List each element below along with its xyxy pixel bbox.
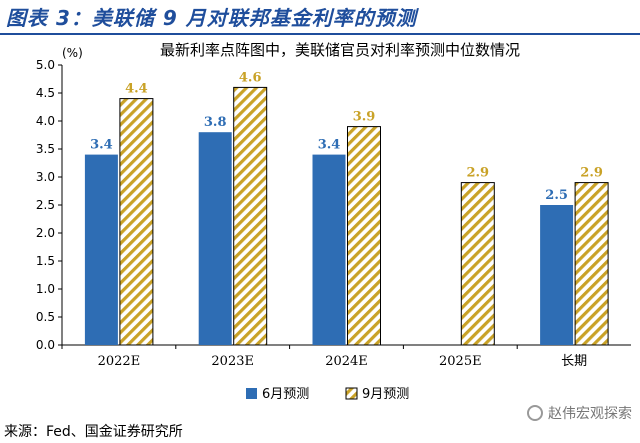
bar-sep-2022E (119, 98, 154, 346)
x-tick-label: 2025E (439, 354, 482, 369)
chart-title: 最新利率点阵图中，美联储官员对利率预测中位数情况 (160, 41, 520, 59)
y-tick-label: 2.0 (36, 226, 55, 240)
y-tick-label: 3.5 (36, 142, 55, 156)
bar-sep-2024E (347, 126, 381, 346)
y-tick-label: 1.0 (36, 282, 55, 296)
data-label: 3.9 (353, 110, 376, 125)
watermark-text: 赵伟宏观探索 (548, 406, 632, 422)
legend: 6月预测 9月预测 (246, 387, 409, 402)
x-tick-label: 2023E (211, 354, 254, 369)
bar-jun-2024E (312, 154, 346, 345)
title-rule (0, 33, 640, 35)
y-axis-unit: (%) (62, 46, 83, 60)
x-tick-label: 长期 (561, 354, 587, 369)
y-tick-label: 3.0 (36, 170, 55, 184)
data-label: 4.6 (239, 70, 262, 85)
y-tick-label: 5.0 (36, 58, 55, 72)
legend-label: 6月预测 (262, 387, 309, 402)
source-note: 来源：Fed、国金证券研究所 (4, 424, 183, 440)
watermark: 赵伟宏观探索 (527, 403, 632, 423)
y-tick-label: 0.0 (36, 338, 55, 352)
data-label: 2.9 (580, 166, 603, 181)
bar-sep-2023E (233, 86, 268, 346)
bar-chart: 最新利率点阵图中，美联储官员对利率预测中位数情况 (%) 0.0 0.5 1.0 1.… (36, 41, 631, 402)
y-tick-label: 1.5 (36, 254, 55, 268)
legend-label: 9月预测 (362, 387, 409, 402)
data-label: 3.4 (318, 138, 341, 153)
bar-jun-2023E (198, 132, 232, 345)
wechat-icon (527, 405, 543, 421)
x-tick-label: 2024E (325, 354, 368, 369)
data-label: 2.5 (545, 188, 568, 203)
data-label: 3.4 (90, 138, 113, 153)
plot-area: 0.0 0.5 1.0 1.5 2.0 2.5 3.0 3.5 4.0 4.5 5.0 2022E 3.… (36, 58, 631, 369)
bar-jun-2022E (84, 154, 118, 345)
data-label: 4.4 (125, 82, 148, 97)
y-tick-label: 4.0 (36, 114, 55, 128)
x-tick-label: 2022E (98, 354, 141, 369)
figure-title: 图表 3：美联储 9 月对联邦基金利率的预测 (6, 6, 417, 30)
bar-jun-长期 (540, 205, 574, 345)
y-tick-label: 2.5 (36, 198, 55, 212)
y-tick-label: 0.5 (36, 310, 55, 324)
y-tick-label: 4.5 (36, 86, 55, 100)
bar-sep-2025E (460, 182, 495, 346)
bar-sep-长期 (574, 182, 609, 346)
data-label: 2.9 (466, 166, 489, 181)
legend-swatch-sep (345, 387, 358, 400)
data-label: 3.8 (204, 115, 227, 130)
legend-swatch-jun (246, 388, 257, 399)
